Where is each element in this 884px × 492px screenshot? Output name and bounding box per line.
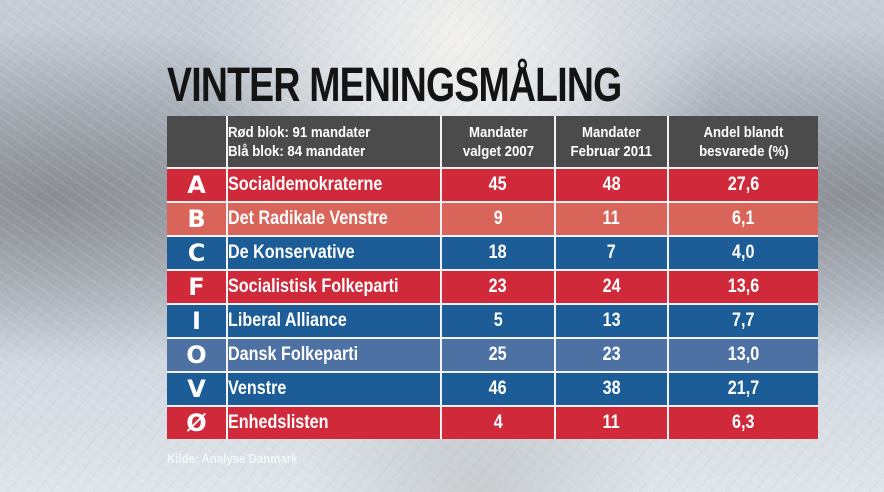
party-letter: C <box>167 235 228 271</box>
party-name: Det Radikale Venstre <box>226 201 442 237</box>
share-percent: 13,6 <box>667 269 818 305</box>
share-percent: 27,6 <box>667 167 818 203</box>
page-title: VINTER MENINGSMÅLING <box>167 59 622 112</box>
party-name: Socialistisk Folkeparti <box>226 269 442 305</box>
seats-2007: 5 <box>440 303 556 339</box>
party-letter: O <box>167 337 228 373</box>
seats-2011: 24 <box>554 269 669 305</box>
party-letter: Ø <box>167 405 228 439</box>
table-row: O Dansk Folkeparti 25 23 13,0 <box>167 337 818 373</box>
seats-2011: 13 <box>554 303 669 339</box>
party-name: Socialdemokraterne <box>226 167 442 203</box>
table-row: F Socialistisk Folkeparti 23 24 13,6 <box>167 269 818 305</box>
blue-block-total: Blå blok: 84 mandater <box>228 142 366 160</box>
seats-2011: 23 <box>554 337 669 373</box>
table-row: V Venstre 46 38 21,7 <box>167 371 818 407</box>
table-row: B Det Radikale Venstre 9 11 6,1 <box>167 201 818 237</box>
party-letter: A <box>167 167 228 203</box>
poll-table: Rød blok: 91 mandater Blå blok: 84 manda… <box>167 116 818 439</box>
party-name: Enhedslisten <box>226 405 442 439</box>
seats-2007: 45 <box>440 167 556 203</box>
header-share: Andel blandt besvarede (%) <box>667 116 818 169</box>
seats-2007: 4 <box>440 405 556 439</box>
share-percent: 6,1 <box>667 201 818 237</box>
seats-2011: 11 <box>554 405 669 439</box>
source-caption: Kilde: Analyse Danmark <box>167 451 298 466</box>
party-name: Venstre <box>226 371 442 407</box>
table-row: I Liberal Alliance 5 13 7,7 <box>167 303 818 339</box>
header-seats-2007: Mandater valget 2007 <box>440 116 556 169</box>
seats-2011: 11 <box>554 201 669 237</box>
party-letter: B <box>167 201 228 237</box>
seats-2007: 23 <box>440 269 556 305</box>
party-name: Liberal Alliance <box>226 303 442 339</box>
seats-2011: 7 <box>554 235 669 271</box>
share-percent: 7,7 <box>667 303 818 339</box>
share-percent: 21,7 <box>667 371 818 407</box>
table-header-row: Rød blok: 91 mandater Blå blok: 84 manda… <box>167 116 818 169</box>
header-seats-2011: Mandater Februar 2011 <box>554 116 669 169</box>
header-blok-summary: Rød blok: 91 mandater Blå blok: 84 manda… <box>226 116 442 169</box>
party-letter: V <box>167 371 228 407</box>
seats-2007: 18 <box>440 235 556 271</box>
party-name: Dansk Folkeparti <box>226 337 442 373</box>
header-letter-cell <box>167 116 228 169</box>
share-percent: 6,3 <box>667 405 818 439</box>
party-name: De Konservative <box>226 235 442 271</box>
seats-2007: 25 <box>440 337 556 373</box>
seats-2007: 9 <box>440 201 556 237</box>
table-row: C De Konservative 18 7 4,0 <box>167 235 818 271</box>
table-row: A Socialdemokraterne 45 48 27,6 <box>167 167 818 203</box>
red-block-total: Rød blok: 91 mandater <box>228 123 371 141</box>
seats-2011: 48 <box>554 167 669 203</box>
table-row: Ø Enhedslisten 4 11 6,3 <box>167 405 818 439</box>
party-letter: I <box>167 303 228 339</box>
seats-2007: 46 <box>440 371 556 407</box>
seats-2011: 38 <box>554 371 669 407</box>
share-percent: 13,0 <box>667 337 818 373</box>
party-letter: F <box>167 269 228 305</box>
share-percent: 4,0 <box>667 235 818 271</box>
